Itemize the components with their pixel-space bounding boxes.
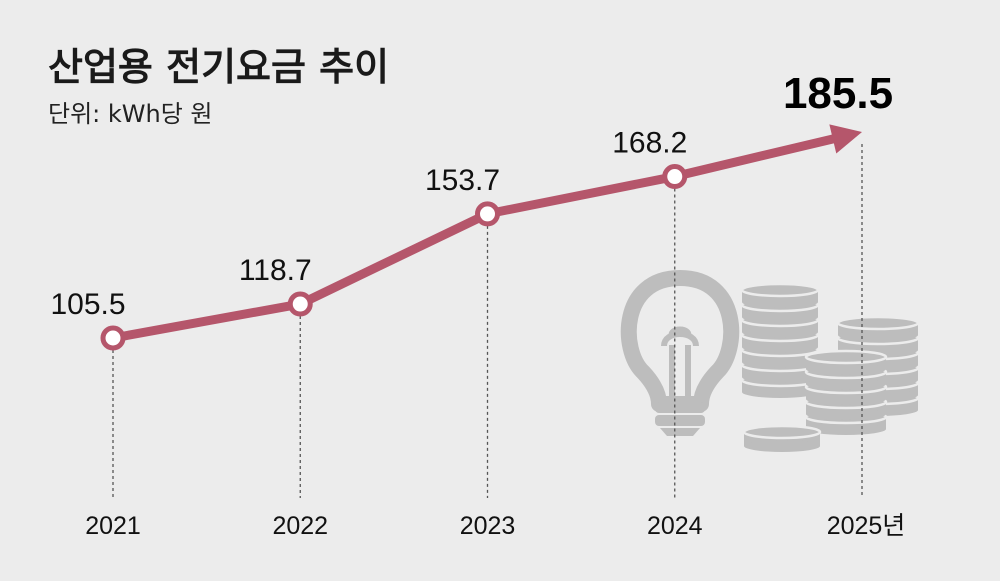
data-label: 153.7	[425, 164, 500, 197]
coin-stack-icon	[740, 282, 920, 452]
coin	[740, 297, 820, 323]
light-bulb-icon	[620, 270, 740, 436]
data-label: 168.2	[612, 127, 687, 160]
data-point	[662, 164, 688, 190]
data-label: 118.7	[239, 254, 312, 287]
arrow-head-point	[829, 124, 862, 154]
x-tick-label: 2025년	[827, 512, 906, 540]
chart-title: 산업용 전기요금 추이	[48, 45, 389, 89]
plot-area: 105.5 118.7 153.7 168.2 185.5 2021 2022 2023 202…	[50, 69, 905, 540]
coin	[804, 349, 888, 375]
x-tick-label: 2024	[647, 512, 703, 540]
x-tick-label: 2023	[460, 512, 516, 540]
coin	[742, 424, 822, 452]
unit-label: 단위: kWh당 원	[48, 100, 213, 128]
x-tick-label: 2021	[85, 512, 141, 540]
data-label: 105.5	[50, 288, 125, 321]
data-label: 185.5	[783, 69, 893, 118]
data-point	[475, 201, 500, 227]
coin	[836, 315, 920, 341]
data-point	[100, 325, 126, 351]
coin	[740, 282, 820, 308]
x-tick-label: 2022	[272, 512, 328, 540]
data-point	[287, 291, 313, 317]
